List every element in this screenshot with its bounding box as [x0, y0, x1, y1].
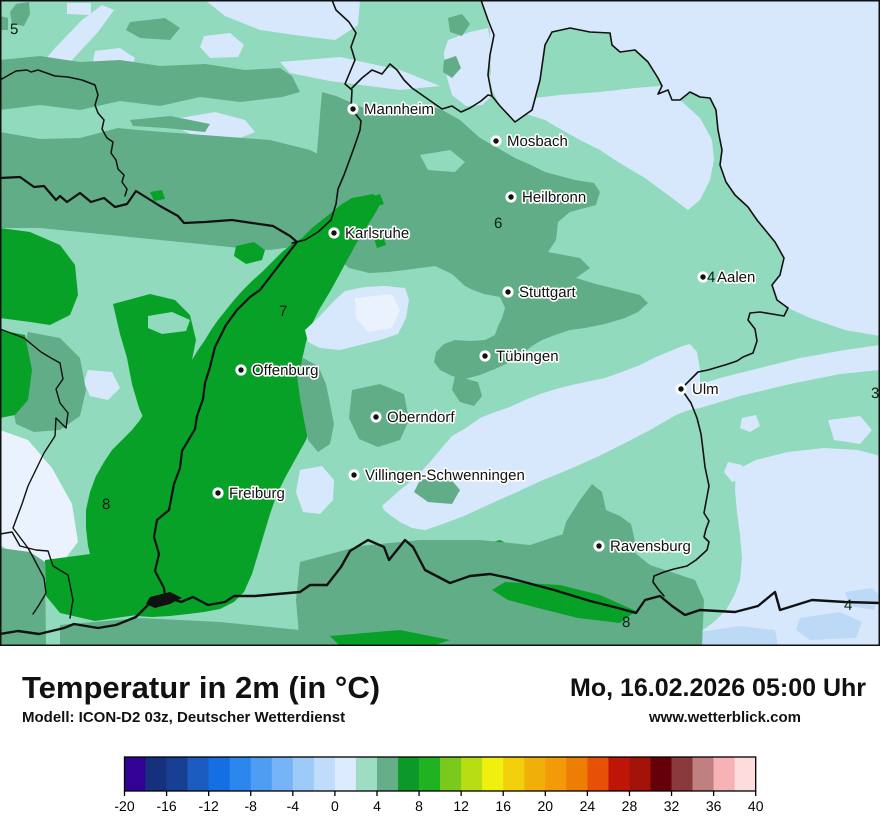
- svg-text:6: 6: [494, 215, 502, 232]
- svg-text:Freiburg: Freiburg: [229, 485, 285, 502]
- svg-text:5: 5: [10, 21, 18, 38]
- svg-text:Stuttgart: Stuttgart: [519, 284, 577, 301]
- svg-text:8: 8: [622, 614, 630, 631]
- svg-text:Karlsruhe: Karlsruhe: [345, 225, 409, 242]
- svg-text:Oberndorf: Oberndorf: [387, 409, 455, 426]
- svg-text:0: 0: [331, 798, 339, 814]
- svg-text:Offenburg: Offenburg: [252, 362, 318, 379]
- svg-text:Ravensburg: Ravensburg: [610, 538, 691, 555]
- svg-text:-16: -16: [156, 798, 176, 814]
- svg-text:-12: -12: [199, 798, 219, 814]
- svg-text:4: 4: [707, 269, 715, 286]
- svg-text:8: 8: [415, 798, 423, 814]
- svg-text:16: 16: [495, 798, 511, 814]
- svg-text:Mosbach: Mosbach: [507, 133, 568, 150]
- svg-text:Tübingen: Tübingen: [496, 348, 559, 365]
- svg-text:36: 36: [706, 798, 722, 814]
- svg-text:7: 7: [279, 303, 287, 320]
- svg-text:Heilbronn: Heilbronn: [522, 189, 586, 206]
- svg-text:-20: -20: [114, 798, 134, 814]
- svg-text:Villingen-Schwenningen: Villingen-Schwenningen: [365, 467, 525, 484]
- svg-text:12: 12: [453, 798, 469, 814]
- svg-text:Mannheim: Mannheim: [364, 101, 434, 118]
- svg-text:20: 20: [538, 798, 554, 814]
- svg-text:3: 3: [871, 385, 879, 402]
- svg-text:24: 24: [580, 798, 596, 814]
- svg-text:4: 4: [844, 597, 852, 614]
- svg-text:40: 40: [748, 798, 764, 814]
- svg-text:28: 28: [622, 798, 638, 814]
- svg-text:-8: -8: [245, 798, 258, 814]
- svg-text:32: 32: [664, 798, 680, 814]
- svg-text:4: 4: [373, 798, 381, 814]
- svg-text:8: 8: [102, 496, 110, 513]
- svg-text:-4: -4: [287, 798, 300, 814]
- svg-text:Ulm: Ulm: [692, 381, 719, 398]
- svg-text:Aalen: Aalen: [717, 269, 755, 286]
